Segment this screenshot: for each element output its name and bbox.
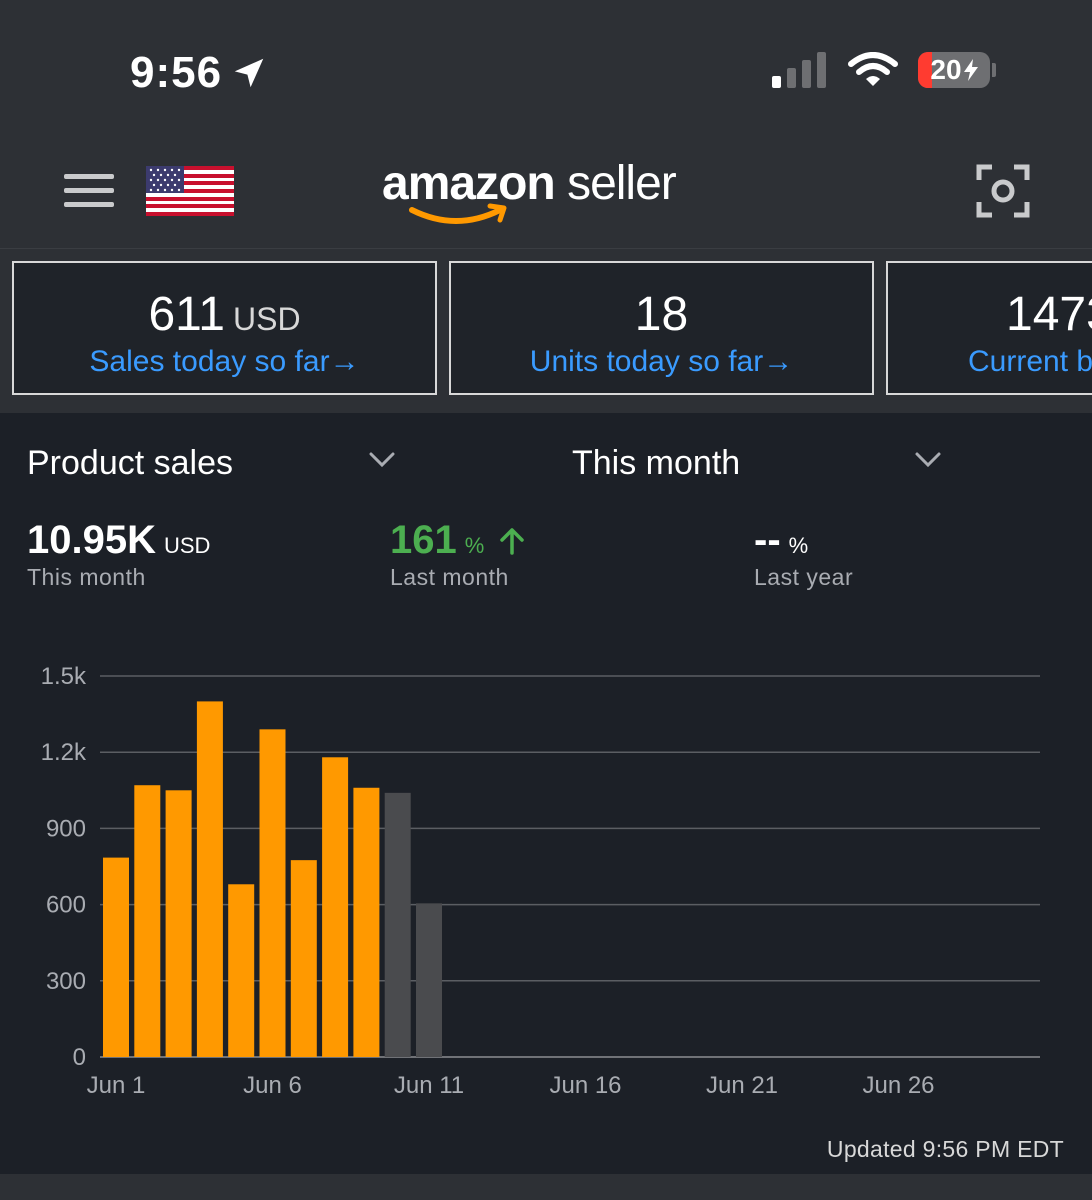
sales-today-card[interactable]: 611 USD Sales today so far→	[12, 261, 437, 395]
charging-bolt-icon	[963, 59, 978, 81]
x-tick-label: Jun 6	[243, 1072, 302, 1099]
x-tick-label: Jun 26	[862, 1072, 934, 1099]
cellular-signal-icon	[772, 52, 826, 88]
bar-jun-1[interactable]	[103, 857, 129, 1057]
amazon-seller-logo: amazon seller	[382, 156, 712, 236]
x-tick-label: Jun 11	[394, 1072, 464, 1099]
us-flag-icon[interactable]	[146, 166, 234, 216]
chart-gridlines	[100, 675, 1040, 1058]
current-balance-card[interactable]: 1473 Current b	[886, 261, 1092, 395]
y-tick-label: 1.2k	[41, 739, 87, 766]
x-tick-label: Jun 1	[87, 1072, 146, 1099]
this-month-label: This month	[27, 564, 146, 590]
hamburger-menu-icon[interactable]	[64, 174, 114, 208]
status-indicators: 20	[772, 52, 996, 88]
chart-x-axis-labels: Jun 1 Jun 6 Jun 11 Jun 16 Jun 21 Jun 26	[87, 1072, 935, 1099]
units-today-link[interactable]: Units today so far→	[529, 345, 794, 378]
kpi-cards-strip[interactable]: 611 USD Sales today so far→ 18 Units toda…	[0, 249, 1092, 413]
y-tick-label: 900	[46, 815, 86, 842]
sales-today-link[interactable]: Sales today so far→	[89, 345, 360, 378]
bar-jun-9[interactable]	[353, 787, 380, 1057]
last-year-change: --%	[754, 518, 809, 562]
bar-jun-3[interactable]	[165, 790, 192, 1057]
y-tick-label: 300	[46, 968, 86, 995]
status-time: 9:56	[130, 48, 268, 98]
bar-jun-2[interactable]	[134, 785, 161, 1057]
units-today-card[interactable]: 18 Units today so far→	[449, 261, 874, 395]
y-tick-label: 0	[73, 1044, 86, 1071]
this-month-value: 10.95K USD	[27, 518, 211, 562]
bar-jun-4[interactable]	[196, 701, 223, 1057]
bar-jun-5[interactable]	[228, 884, 255, 1057]
y-tick-label: 1.5k	[41, 663, 87, 690]
bar-jun-10[interactable]	[384, 792, 411, 1057]
x-tick-label: Jun 21	[706, 1072, 778, 1099]
arrow-right-icon: →	[329, 345, 360, 378]
arrow-right-icon: →	[763, 345, 794, 378]
last-month-change: 161%	[390, 518, 525, 563]
card-value: 1473	[1006, 288, 1092, 341]
chevron-down-icon[interactable]	[914, 450, 942, 470]
chart-bars	[103, 701, 442, 1057]
updated-timestamp: Updated 9:56 PM EDT	[826, 1136, 1064, 1162]
bar-jun-8[interactable]	[322, 757, 349, 1057]
battery-nub	[992, 63, 996, 77]
card-value: 18	[634, 288, 689, 341]
arrow-up-icon	[500, 528, 525, 555]
x-tick-label: Jun 16	[549, 1072, 621, 1099]
bar-jun-7[interactable]	[290, 860, 317, 1057]
current-balance-link[interactable]: Current b	[968, 345, 1092, 378]
bar-jun-11[interactable]	[416, 903, 442, 1057]
period-dropdown[interactable]: This month	[572, 444, 741, 482]
scan-camera-icon[interactable]	[976, 164, 1030, 218]
card-value: 611 USD	[148, 288, 301, 341]
bottom-strip	[0, 1174, 1092, 1200]
battery-indicator: 20	[918, 52, 990, 88]
wifi-icon	[848, 52, 898, 86]
location-arrow-icon	[234, 58, 264, 88]
logo-text: amazon seller	[382, 157, 677, 210]
last-month-label: Last month	[390, 564, 509, 590]
y-tick-label: 600	[46, 892, 86, 919]
chart-y-axis-labels: 0 300 600 900 1.2k 1.5k	[41, 663, 87, 1071]
last-year-label: Last year	[754, 564, 854, 590]
bar-jun-6[interactable]	[259, 729, 286, 1057]
amazon-smile-icon	[409, 203, 507, 224]
metric-dropdown[interactable]: Product sales	[27, 444, 233, 482]
top-bar: 9:56 20	[0, 0, 1092, 249]
chevron-down-icon[interactable]	[368, 450, 396, 470]
